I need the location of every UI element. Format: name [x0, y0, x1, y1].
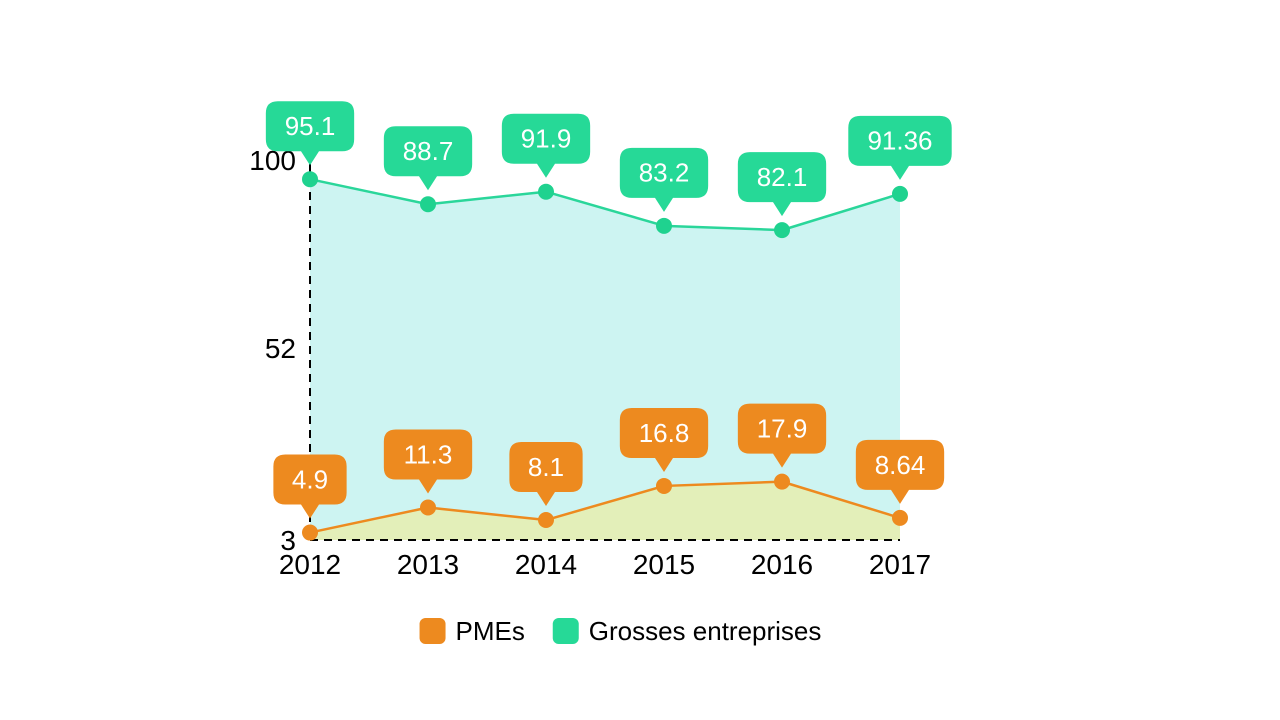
x-tick-label: 2016: [751, 549, 813, 580]
marker-pmes: [774, 474, 790, 490]
legend-label-grosses: Grosses entreprises: [589, 616, 822, 646]
marker-pmes: [656, 478, 672, 494]
callout-label-grosses: 91.36: [867, 126, 932, 156]
area-grosses-fill: [310, 179, 900, 532]
x-tick-label: 2012: [279, 549, 341, 580]
marker-pmes: [302, 525, 318, 541]
x-tick-label: 2017: [869, 549, 931, 580]
marker-grosses: [656, 218, 672, 234]
callout-label-grosses: 88.7: [403, 136, 454, 166]
y-tick-label: 52: [265, 333, 296, 364]
callout-label-pmes: 16.8: [639, 418, 690, 448]
marker-grosses: [302, 171, 318, 187]
legend-label-pmes: PMEs: [456, 616, 525, 646]
callout-label-pmes: 11.3: [404, 439, 453, 469]
marker-grosses: [538, 184, 554, 200]
callout-label-grosses: 83.2: [639, 158, 690, 188]
marker-grosses: [892, 186, 908, 202]
marker-pmes: [420, 499, 436, 515]
marker-pmes: [892, 510, 908, 526]
callout-label-pmes: 17.9: [757, 414, 808, 444]
chart-svg: 35210020122013201420152016201795.188.791…: [0, 0, 1280, 720]
callout-label-pmes: 4.9: [292, 464, 328, 494]
callout-label-pmes: 8.64: [875, 450, 926, 480]
callout-label-grosses: 82.1: [757, 162, 808, 192]
x-tick-label: 2014: [515, 549, 577, 580]
callout-label-grosses: 91.9: [521, 124, 572, 154]
callout-label-grosses: 95.1: [285, 111, 336, 141]
marker-grosses: [420, 196, 436, 212]
marker-pmes: [538, 512, 554, 528]
legend-swatch-pmes: [420, 618, 446, 644]
chart-container: 35210020122013201420152016201795.188.791…: [0, 0, 1280, 720]
x-tick-label: 2015: [633, 549, 695, 580]
x-tick-label: 2013: [397, 549, 459, 580]
marker-grosses: [774, 222, 790, 238]
legend-swatch-grosses: [553, 618, 579, 644]
callout-label-pmes: 8.1: [528, 452, 564, 482]
